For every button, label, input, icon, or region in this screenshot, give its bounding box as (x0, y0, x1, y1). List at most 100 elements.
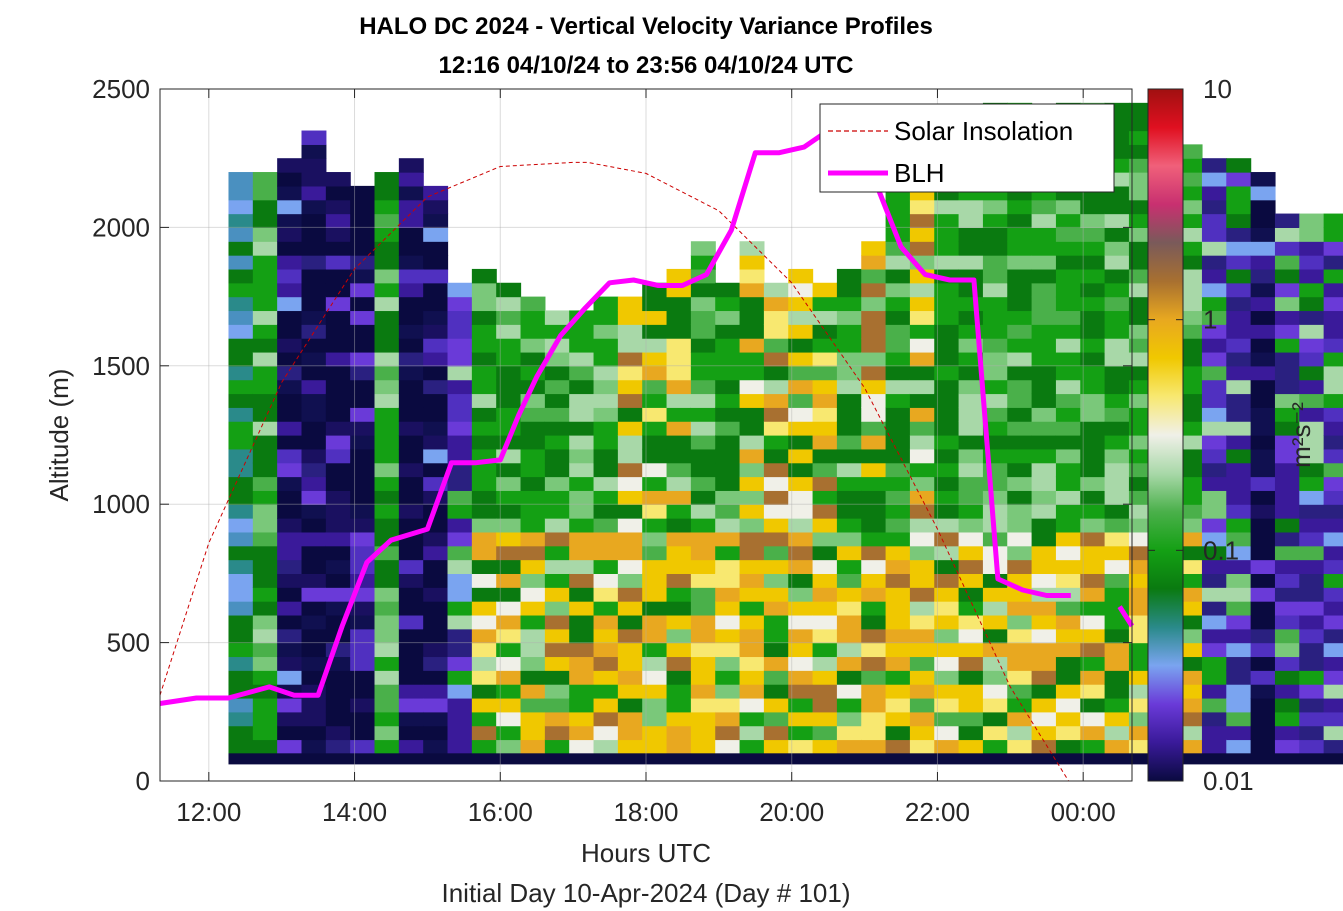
heatmap-cell (1080, 697, 1106, 713)
heatmap-cell (252, 448, 278, 464)
y-tick-label: 0 (136, 766, 150, 796)
heatmap-cell (398, 365, 424, 381)
heatmap-cell (788, 268, 814, 284)
heatmap-cell (228, 490, 254, 505)
heatmap-cell (398, 227, 424, 242)
heatmap-cell (642, 310, 668, 325)
heatmap-cell (277, 711, 303, 727)
heatmap-cell (277, 185, 303, 201)
heatmap-cell (617, 421, 643, 436)
heatmap-cell (398, 573, 424, 588)
heatmap-cell (885, 407, 911, 422)
heatmap-cell (958, 739, 984, 754)
heatmap-cell (228, 421, 254, 436)
heatmap-cell (642, 545, 668, 561)
heatmap-cell (1274, 601, 1300, 616)
heatmap-cell (861, 504, 887, 519)
heatmap-cell (398, 628, 424, 644)
heatmap-cell (861, 296, 887, 312)
heatmap-cell (1055, 407, 1081, 422)
heatmap-cell (1055, 255, 1081, 270)
heatmap-cell (934, 587, 960, 602)
heatmap-cell (1007, 614, 1033, 630)
heatmap-cell (325, 241, 351, 256)
heatmap-cell (788, 518, 814, 533)
heatmap-cell (715, 697, 741, 713)
heatmap-cell (569, 601, 595, 616)
heatmap-cell (374, 199, 400, 215)
heatmap-cell (1323, 227, 1343, 242)
heatmap-cell (666, 310, 692, 325)
heatmap-cell (301, 531, 327, 547)
heatmap-cell (569, 462, 595, 478)
heatmap-cell (788, 490, 814, 505)
heatmap-cell (1177, 338, 1203, 353)
heatmap-cell (690, 518, 716, 533)
heatmap-cell (861, 518, 887, 533)
heatmap-cell (301, 518, 327, 533)
heatmap-cell (812, 379, 838, 395)
heatmap-cell (812, 601, 838, 616)
heatmap-cell (471, 614, 497, 630)
heatmap-cell (301, 656, 327, 671)
heatmap-cell (982, 601, 1008, 616)
heatmap-cell (252, 241, 278, 256)
heatmap-cell (1055, 282, 1081, 298)
heatmap-cell (350, 725, 376, 741)
heatmap-cell (593, 711, 619, 727)
heatmap-cell (1104, 310, 1130, 325)
heatmap-cell (1201, 518, 1227, 533)
heatmap-cell (544, 573, 570, 588)
heatmap-cell (447, 421, 473, 436)
heatmap-cell (836, 711, 862, 727)
heatmap-cell (934, 559, 960, 574)
heatmap-cell (958, 531, 984, 547)
heatmap-cell (228, 587, 254, 602)
heatmap-cell (739, 255, 765, 270)
heatmap-cell (350, 739, 376, 754)
heatmap-cell (690, 462, 716, 478)
heatmap-cell (788, 365, 814, 381)
heatmap-cell (690, 241, 716, 256)
heatmap-cell (739, 642, 765, 658)
heatmap-cell (423, 268, 449, 284)
heatmap-cell (544, 697, 570, 713)
heatmap-cell (569, 518, 595, 533)
heatmap-cell (715, 628, 741, 644)
heatmap-cell (1201, 407, 1227, 422)
heatmap-cell (1007, 435, 1033, 450)
heatmap-cell (861, 379, 887, 395)
heatmap-cell (1031, 504, 1057, 519)
heatmap-cell (228, 559, 254, 574)
heatmap-cell (398, 684, 424, 699)
heatmap-cell (398, 490, 424, 505)
heatmap-cell (1080, 282, 1106, 298)
heatmap-cell (861, 711, 887, 727)
heatmap-cell (666, 351, 692, 367)
heatmap-cell (1299, 407, 1325, 422)
y-tick-label: 2000 (92, 212, 150, 242)
heatmap-cell (1299, 282, 1325, 298)
x-tick-label: 14:00 (322, 797, 387, 827)
heatmap-cell (1177, 351, 1203, 367)
heatmap-cell (958, 227, 984, 242)
heatmap-cell (666, 587, 692, 602)
heatmap-cell (958, 462, 984, 478)
heatmap-cell (398, 351, 424, 367)
heatmap-cell (885, 642, 911, 658)
heatmap-cell (1055, 725, 1081, 741)
heatmap-cell (350, 407, 376, 422)
heatmap-cell (861, 614, 887, 630)
heatmap-cell (1007, 421, 1033, 436)
heatmap-cell (520, 545, 546, 561)
heatmap-cell (1250, 379, 1276, 395)
heatmap-cell (1274, 379, 1300, 395)
heatmap-cell (374, 213, 400, 228)
heatmap-cell (715, 351, 741, 367)
heatmap-cell (690, 310, 716, 325)
heatmap-cell (885, 365, 911, 381)
heatmap-cell (690, 365, 716, 381)
heatmap-cell (1201, 545, 1227, 561)
heatmap-cell (909, 697, 935, 713)
heatmap-cell (1080, 711, 1106, 727)
